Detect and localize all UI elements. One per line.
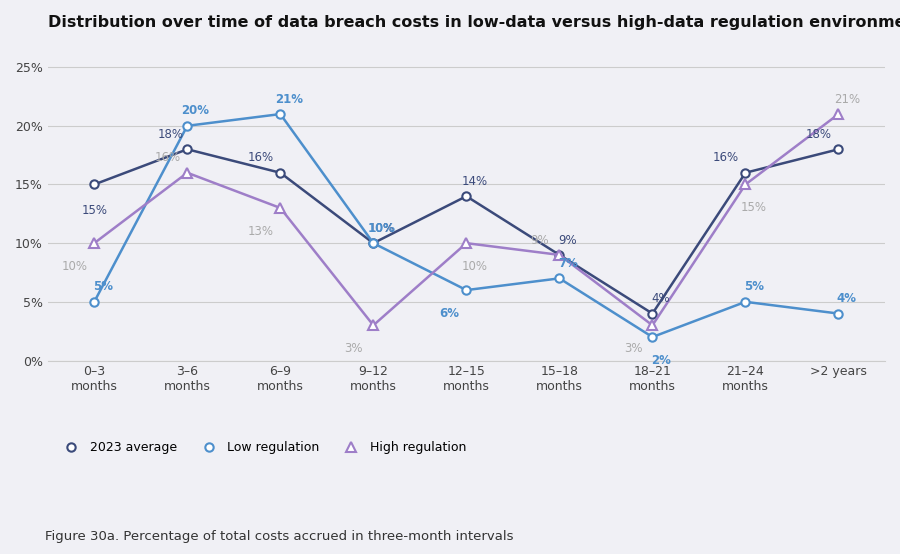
Text: 13%: 13%: [248, 224, 274, 238]
Text: 20%: 20%: [182, 105, 210, 117]
Text: 3%: 3%: [624, 342, 643, 355]
Text: 7%: 7%: [558, 257, 578, 270]
Text: 16%: 16%: [248, 151, 274, 165]
Text: 16%: 16%: [713, 151, 739, 165]
Text: 15%: 15%: [741, 201, 767, 214]
Text: Figure 30a. Percentage of total costs accrued in three-month intervals: Figure 30a. Percentage of total costs ac…: [45, 530, 514, 543]
Text: Distribution over time of data breach costs in low-data versus high-data regulat: Distribution over time of data breach co…: [48, 15, 900, 30]
Text: 5%: 5%: [93, 280, 112, 294]
Text: 15%: 15%: [81, 204, 107, 217]
Text: 18%: 18%: [806, 128, 832, 141]
Text: 10%: 10%: [62, 260, 88, 273]
Text: 6%: 6%: [440, 307, 460, 320]
Text: 10%: 10%: [368, 222, 396, 235]
Text: 21%: 21%: [833, 93, 860, 106]
Text: 4%: 4%: [837, 292, 857, 305]
Text: 16%: 16%: [155, 151, 181, 165]
Text: 3%: 3%: [345, 342, 363, 355]
Text: 2%: 2%: [651, 353, 670, 367]
Text: 9%: 9%: [558, 234, 577, 247]
Text: 14%: 14%: [462, 175, 488, 188]
Text: 4%: 4%: [652, 292, 670, 305]
Text: 10%: 10%: [369, 222, 395, 235]
Text: 21%: 21%: [274, 93, 302, 106]
Text: 18%: 18%: [158, 128, 184, 141]
Legend: 2023 average, Low regulation, High regulation: 2023 average, Low regulation, High regul…: [54, 437, 471, 459]
Text: 5%: 5%: [743, 280, 764, 294]
Text: 10%: 10%: [462, 260, 488, 273]
Text: 9%: 9%: [531, 234, 549, 247]
